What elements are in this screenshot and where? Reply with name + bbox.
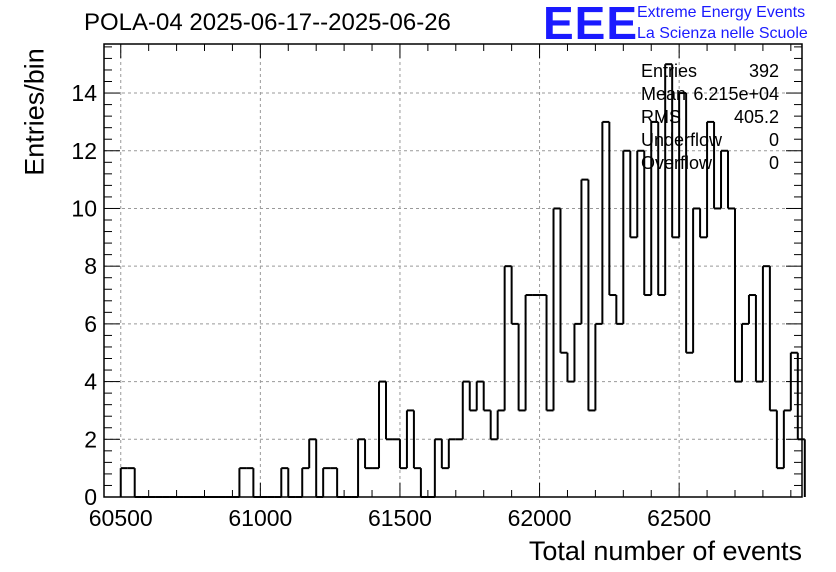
x-tick-label: 62500 bbox=[647, 505, 711, 531]
y-tick-label: 14 bbox=[71, 80, 97, 106]
stat-key: Entries bbox=[641, 61, 698, 81]
x-tick-label: 62000 bbox=[508, 505, 572, 531]
chart-title: POLA-04 2025-06-17--2025-06-26 bbox=[84, 9, 451, 36]
stat-key: Overflow bbox=[641, 153, 713, 173]
stats-box: Entries 392 Mean 6.215e+04 RMS 405.2 Und… bbox=[641, 60, 779, 175]
y-tick-label: 8 bbox=[84, 253, 97, 279]
stat-key: Mean bbox=[641, 84, 687, 104]
stat-value: 0 bbox=[768, 130, 779, 150]
grid-lines bbox=[104, 44, 802, 497]
stat-row-entries: Entries 392 bbox=[641, 60, 779, 83]
y-tick-label: 12 bbox=[71, 138, 97, 164]
plot-frame bbox=[103, 43, 803, 498]
stat-key: RMS bbox=[641, 107, 681, 127]
stat-value: 0 bbox=[768, 153, 779, 173]
eee-logo: EEE bbox=[543, 0, 639, 49]
x-axis-label: Total number of events bbox=[528, 536, 802, 566]
y-axis-label: Entries/bin bbox=[19, 48, 50, 176]
y-tick-label: 10 bbox=[71, 195, 97, 221]
stat-row-overflow: Overflow 0 bbox=[641, 152, 779, 175]
y-tick-label: 2 bbox=[84, 426, 97, 452]
logo-line-1: Extreme Energy Events bbox=[637, 4, 806, 21]
axes: 60500 61000 61500 62000 62500 0 2 4 6 8 10 12 14 bbox=[71, 43, 803, 531]
stat-value: 6.215e+04 bbox=[693, 84, 779, 104]
stat-row-underflow: Underflow 0 bbox=[641, 129, 779, 152]
stat-row-mean: Mean 6.215e+04 bbox=[641, 83, 779, 106]
y-tick-label: 4 bbox=[84, 369, 97, 395]
stat-row-rms: RMS 405.2 bbox=[641, 106, 779, 129]
stat-value: 405.2 bbox=[733, 107, 779, 127]
y-tick-label: 0 bbox=[84, 484, 97, 510]
x-tick-label: 61000 bbox=[228, 505, 292, 531]
stat-value: 392 bbox=[748, 61, 779, 81]
stat-key: Underflow bbox=[641, 130, 723, 150]
y-tick-label: 6 bbox=[84, 311, 97, 337]
x-tick-label: 61500 bbox=[368, 505, 432, 531]
x-tick-label: 60500 bbox=[89, 505, 153, 531]
logo-line-2: La Scienza nelle Scuole bbox=[637, 25, 808, 42]
